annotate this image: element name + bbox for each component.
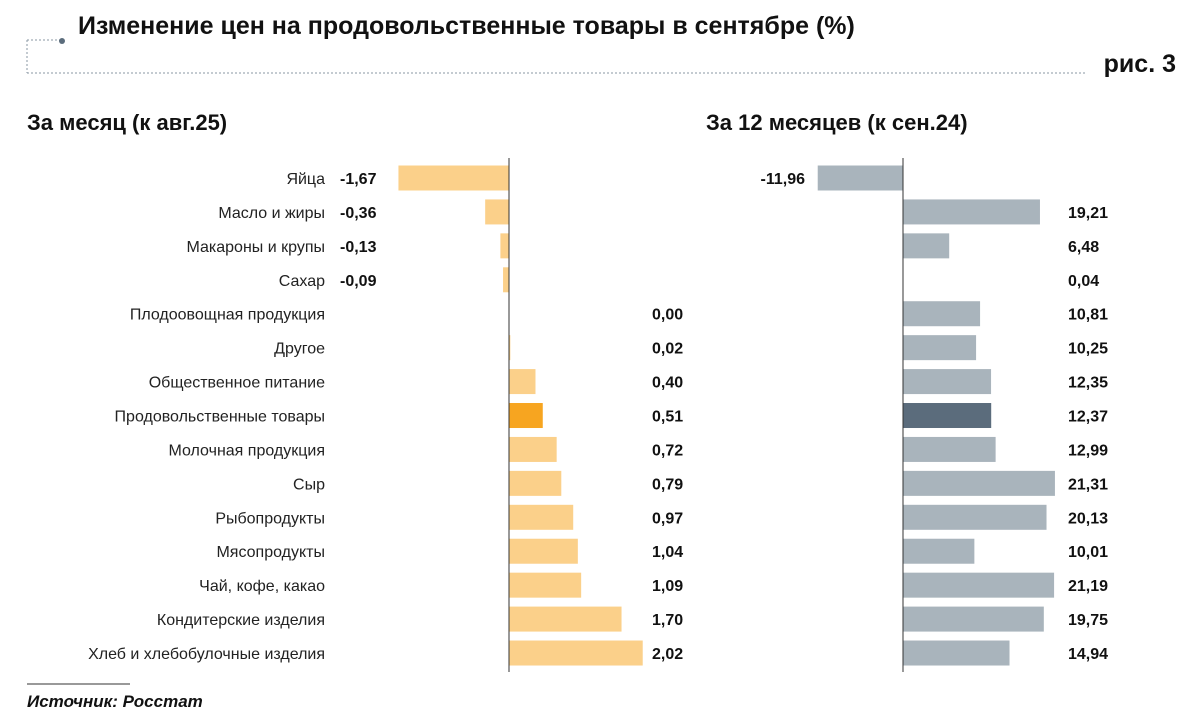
- category-label: Продовольственные товары: [115, 409, 325, 426]
- month-bar: [503, 267, 509, 293]
- year-bar: [903, 403, 992, 429]
- month-value-label: 0,72: [652, 442, 683, 459]
- year-value-label: 19,75: [1068, 612, 1108, 629]
- category-label: Молочная продукция: [168, 442, 325, 459]
- month-value-label: 0,40: [652, 375, 683, 392]
- category-label: Сахар: [279, 273, 325, 290]
- year-value-label: 21,19: [1068, 578, 1108, 595]
- year-value-label: 0,04: [1068, 273, 1099, 290]
- month-value-label: 0,02: [652, 341, 683, 358]
- month-value-label: 0,97: [652, 510, 683, 527]
- month-value-label: -1,67: [340, 171, 377, 188]
- month-bar: [509, 470, 562, 496]
- month-value-label: 0,00: [652, 307, 683, 324]
- month-bar: [509, 335, 511, 361]
- year-bar: [903, 640, 1010, 666]
- month-bar: [509, 640, 643, 666]
- month-bar: [485, 199, 509, 225]
- category-label: Яйца: [286, 171, 325, 188]
- category-label: Общественное питание: [149, 375, 325, 392]
- category-label: Мясопродукты: [216, 544, 325, 561]
- year-value-label: 10,25: [1068, 341, 1108, 358]
- year-bar: [903, 301, 981, 327]
- category-label: Хлеб и хлебобулочные изделия: [88, 646, 325, 663]
- month-value-label: 1,09: [652, 578, 683, 595]
- year-value-label: 10,01: [1068, 544, 1108, 561]
- year-bar: [903, 606, 1044, 632]
- month-bar: [509, 369, 536, 395]
- year-value-label: 14,94: [1068, 646, 1108, 663]
- year-value-label: 19,21: [1068, 205, 1108, 222]
- year-bar: [903, 233, 950, 259]
- year-value-label: 12,37: [1068, 409, 1108, 426]
- year-value-label: 12,35: [1068, 375, 1108, 392]
- year-value-label: 6,48: [1068, 239, 1099, 256]
- month-value-label: 1,04: [652, 544, 683, 561]
- year-bar: [903, 436, 996, 462]
- year-bar: [903, 199, 1040, 225]
- year-bar: [903, 335, 977, 361]
- year-bar: [903, 538, 975, 564]
- category-label: Макароны и крупы: [187, 239, 326, 256]
- month-bar: [509, 606, 622, 632]
- month-value-label: 2,02: [652, 646, 683, 663]
- year-value-label: 21,31: [1068, 476, 1108, 493]
- year-value-label: 20,13: [1068, 510, 1108, 527]
- month-bar: [509, 572, 582, 598]
- month-value-label: -0,36: [340, 205, 377, 222]
- category-label: Масло и жиры: [218, 205, 325, 222]
- category-label: Чай, кофе, какао: [199, 578, 325, 595]
- month-value-label: 0,51: [652, 409, 683, 426]
- figure-label: рис. 3: [1103, 50, 1176, 78]
- month-value-label: 1,70: [652, 612, 683, 629]
- month-value-label: -0,09: [340, 273, 377, 290]
- year-bar: [903, 504, 1047, 530]
- month-subtitle: За месяц (к авг.25): [27, 110, 228, 135]
- category-label: Плодоовощная продукция: [130, 307, 325, 324]
- month-value-label: 0,79: [652, 476, 683, 493]
- month-bar: [398, 165, 509, 191]
- year-value-label: -11,96: [761, 171, 806, 188]
- month-bar: [509, 504, 574, 530]
- year-bar: [903, 470, 1055, 496]
- year-bar: [903, 572, 1055, 598]
- category-label: Кондитерские изделия: [157, 612, 325, 629]
- year-subtitle: За 12 месяцев (к сен.24): [706, 110, 968, 135]
- month-value-label: -0,13: [340, 239, 377, 256]
- month-bar: [509, 436, 557, 462]
- month-bar: [509, 403, 543, 429]
- year-value-label: 12,99: [1068, 442, 1108, 459]
- category-label: Рыбопродукты: [215, 510, 325, 527]
- month-bar: [500, 233, 509, 259]
- month-bar: [509, 538, 578, 564]
- year-bar: [817, 165, 903, 191]
- category-label: Сыр: [293, 476, 325, 493]
- category-label: Другое: [274, 341, 325, 358]
- chart-title: Изменение цен на продовольственные товар…: [78, 12, 855, 40]
- source-note: Источник: Росстат: [27, 692, 203, 711]
- year-bar: [903, 369, 992, 395]
- year-value-label: 10,81: [1068, 307, 1108, 324]
